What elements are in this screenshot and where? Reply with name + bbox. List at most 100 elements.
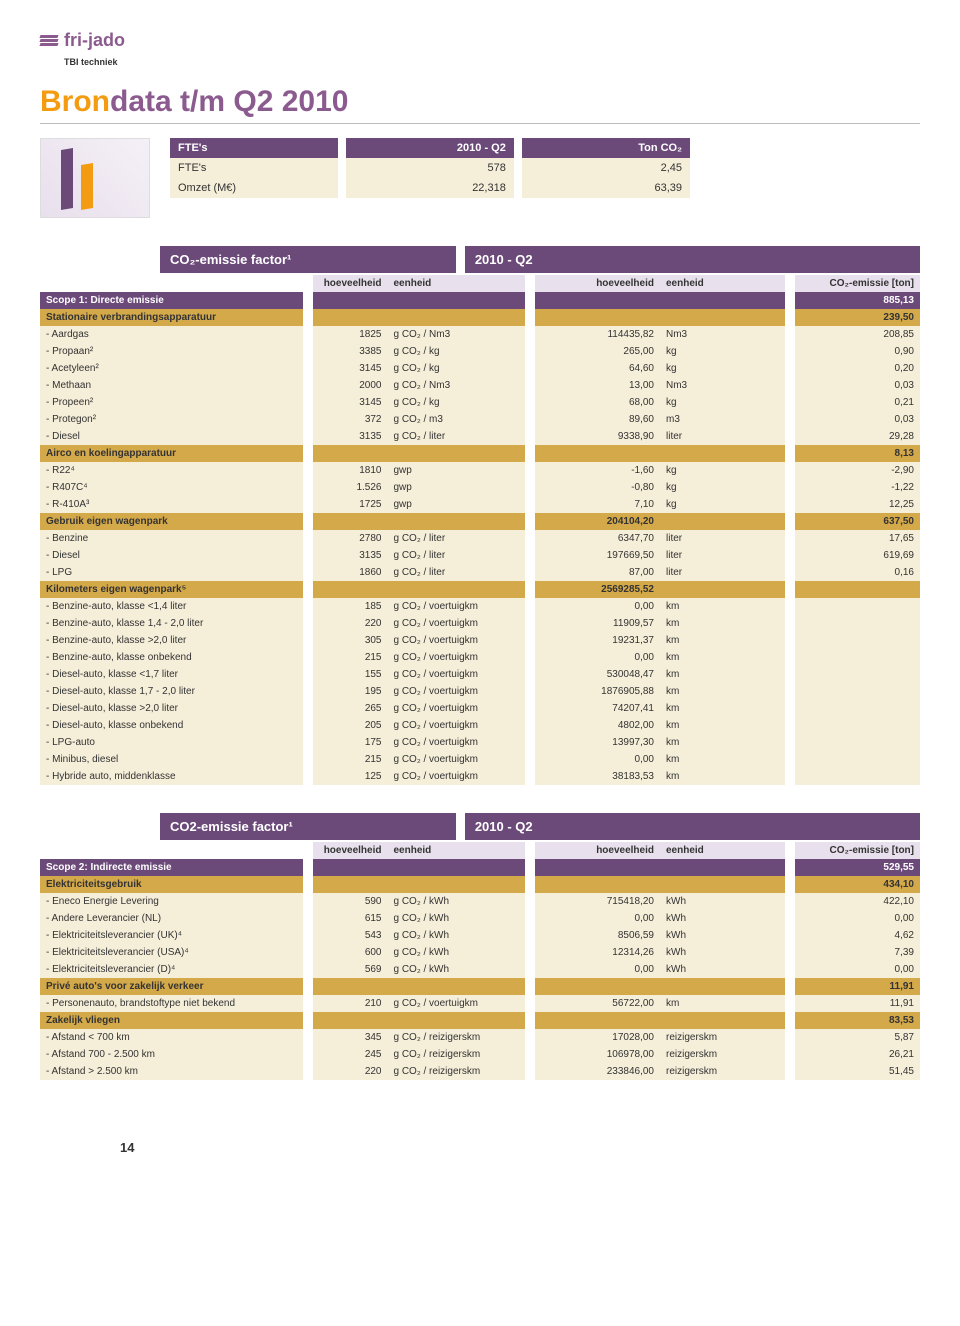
table-cell: -1,22 (795, 479, 920, 496)
table-cell: 0,20 (795, 360, 920, 377)
table-cell: 19231,37 (535, 632, 660, 649)
table-cell: 600 (313, 944, 388, 961)
table-cell: km (660, 615, 785, 632)
table-cell (795, 700, 920, 717)
col-hdr: CO₂-emissie [ton] (795, 842, 920, 859)
table-cell: -0,80 (535, 479, 660, 496)
table-cell: -2,90 (795, 462, 920, 479)
table-cell: 220 (313, 615, 388, 632)
table-cell: 0,00 (795, 961, 920, 978)
t1-hdr-left: CO₂-emissie factor¹ (160, 246, 456, 273)
table-cell: liter (660, 530, 785, 547)
table-cell: 51,45 (795, 1063, 920, 1080)
table-cell: 11909,57 (535, 615, 660, 632)
col-hdr: eenheid (660, 275, 785, 292)
table-cell: g CO₂ / liter (388, 547, 526, 564)
t2-header: CO2-emissie factor¹ 2010 - Q2 (40, 813, 920, 840)
table-cell: 7,39 (795, 944, 920, 961)
table-cell: Gebruik eigen wagenpark (40, 513, 303, 530)
table-cell: - Benzine-auto, klasse 1,4 - 2,0 liter (40, 615, 303, 632)
table-cell: m3 (660, 411, 785, 428)
table-cell: g CO₂ / reizigerskm (388, 1063, 526, 1080)
table-cell: - Aardgas (40, 326, 303, 343)
table-cell: - Elektriciteitsleverancier (UK)⁴ (40, 927, 303, 944)
fte-cell: 578 (346, 158, 514, 178)
table-cell: 0,03 (795, 411, 920, 428)
table-cell: g CO₂ / liter (388, 530, 526, 547)
fte-hdr-2: 2010 - Q2 (346, 138, 514, 158)
table-cell: - Eneco Energie Levering (40, 893, 303, 910)
table-cell: 215 (313, 649, 388, 666)
col-hdr: CO₂-emissie [ton] (795, 275, 920, 292)
table-cell (388, 513, 526, 530)
table-cell: - Diesel-auto, klasse <1,7 liter (40, 666, 303, 683)
table-cell: kWh (660, 961, 785, 978)
fte-hdr-3: Ton CO₂ (522, 138, 690, 158)
table-cell: 0,00 (535, 961, 660, 978)
t2-hdr-right: 2010 - Q2 (465, 813, 920, 840)
table-cell (795, 615, 920, 632)
table-cell (795, 717, 920, 734)
table-cell (313, 513, 388, 530)
table-cell: 0,21 (795, 394, 920, 411)
table-cell: Nm3 (660, 326, 785, 343)
table-cell (535, 445, 660, 462)
table-cell: g CO₂ / kg (388, 360, 526, 377)
page-title: Brondata t/m Q2 2010 (40, 85, 920, 119)
table-cell: - Diesel-auto, klasse 1,7 - 2,0 liter (40, 683, 303, 700)
table-cell: 1.526 (313, 479, 388, 496)
table-cell (660, 978, 785, 995)
table-cell (795, 768, 920, 785)
table-cell: gwp (388, 496, 526, 513)
table-cell: 83,53 (795, 1012, 920, 1029)
table-cell: kWh (660, 944, 785, 961)
table-cell: 715418,20 (535, 893, 660, 910)
table-cell: - Benzine (40, 530, 303, 547)
table-cell: Nm3 (660, 377, 785, 394)
table-cell: km (660, 734, 785, 751)
table-cell: g CO₂ / m3 (388, 411, 526, 428)
fte-cell: 22,318 (346, 178, 514, 198)
table-cell: 12,25 (795, 496, 920, 513)
table-cell: kg (660, 496, 785, 513)
table-cell: 106978,00 (535, 1046, 660, 1063)
table-cell: g CO₂ / voertuigkm (388, 632, 526, 649)
table-cell (388, 445, 526, 462)
table-cell (388, 859, 526, 876)
col-hdr: eenheid (660, 842, 785, 859)
table-cell (660, 309, 785, 326)
table-cell: 215 (313, 751, 388, 768)
table-cell: g CO₂ / voertuigkm (388, 683, 526, 700)
table-cell: 26,21 (795, 1046, 920, 1063)
table-cell (388, 292, 526, 309)
table-cell: 637,50 (795, 513, 920, 530)
logo-stripes-icon (40, 35, 58, 46)
table-cell: g CO₂ / voertuigkm (388, 734, 526, 751)
table-cell: 74207,41 (535, 700, 660, 717)
table-cell: 434,10 (795, 876, 920, 893)
table-cell: 205 (313, 717, 388, 734)
table-cell: - R22⁴ (40, 462, 303, 479)
table-cell: 114435,82 (535, 326, 660, 343)
table-cell: 3145 (313, 394, 388, 411)
table-cell: g CO₂ / voertuigkm (388, 700, 526, 717)
table-cell (535, 978, 660, 995)
table-cell: Stationaire verbrandingsapparatuur (40, 309, 303, 326)
table-cell: 5,87 (795, 1029, 920, 1046)
table-cell: g CO₂ / kWh (388, 961, 526, 978)
col-hdr: hoeveelheid (313, 275, 388, 292)
table-cell: g CO₂ / kg (388, 343, 526, 360)
table-cell: - Methaan (40, 377, 303, 394)
table-cell: - Personenauto, brandstoftype niet beken… (40, 995, 303, 1012)
table-cell (313, 876, 388, 893)
table-cell: 239,50 (795, 309, 920, 326)
table-cell: liter (660, 564, 785, 581)
table-cell (535, 876, 660, 893)
table-cell: 185 (313, 598, 388, 615)
table-cell: kg (660, 360, 785, 377)
table-cell: 590 (313, 893, 388, 910)
table-cell: g CO₂ / kWh (388, 927, 526, 944)
table-cell (795, 683, 920, 700)
table-cell: - Diesel (40, 547, 303, 564)
table-cell: - Propeen² (40, 394, 303, 411)
